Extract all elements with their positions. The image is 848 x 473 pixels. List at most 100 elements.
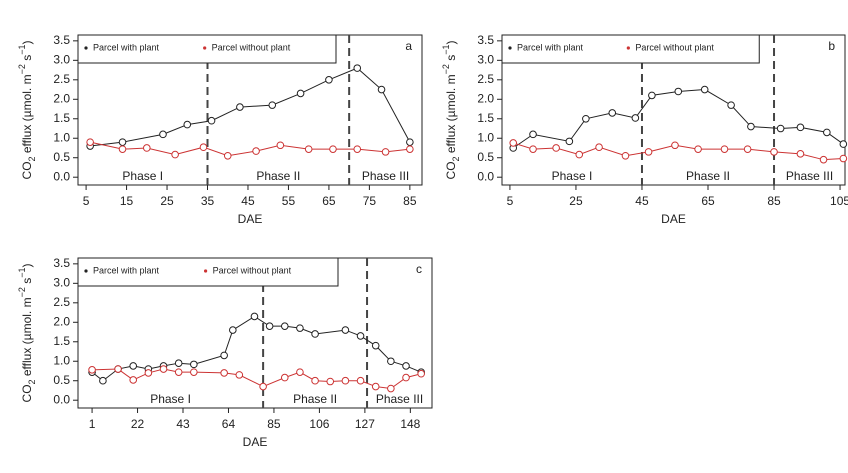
y-tick-label: 3.5 (53, 256, 70, 270)
x-axis-label: DAE (243, 435, 268, 449)
data-point (252, 147, 260, 155)
data-point (839, 154, 848, 163)
legend-label: Parcel with plant (93, 265, 160, 275)
x-tick-label: 35 (201, 194, 215, 208)
data-point (671, 141, 679, 150)
x-tick-label: 65 (701, 194, 715, 208)
legend-marker (508, 46, 512, 50)
y-tick-label: 1.5 (53, 111, 70, 125)
data-point (341, 326, 350, 334)
y-label-part: −2 (17, 287, 27, 297)
phase-label: Phase II (293, 392, 337, 406)
data-point (174, 359, 183, 367)
data-point (199, 143, 208, 152)
data-point (565, 137, 574, 146)
data-point (743, 145, 752, 153)
data-point (648, 91, 656, 100)
data-point (727, 101, 735, 109)
y-tick-label: 0.0 (477, 169, 494, 183)
y-tick-label: 3.0 (53, 52, 70, 66)
data-point (529, 130, 537, 139)
data-point (129, 362, 138, 370)
data-point (621, 151, 630, 160)
data-point (207, 116, 216, 125)
x-axis-label: DAE (661, 212, 686, 226)
legend-marker (203, 46, 207, 50)
data-point (353, 145, 362, 153)
data-point (280, 322, 289, 330)
series-line (512, 89, 844, 149)
phase-label: Phase I (552, 169, 593, 183)
x-tick-label: 105 (830, 194, 848, 208)
y-tick-label: 2.0 (53, 91, 70, 105)
data-point (114, 365, 122, 373)
x-tick-label: 5 (83, 194, 90, 208)
x-tick-label: 45 (635, 194, 649, 208)
data-point (171, 150, 179, 159)
y-label-part: −2 (17, 64, 27, 74)
data-point (823, 128, 831, 137)
data-point (644, 148, 653, 156)
phase-label: Phase I (150, 392, 191, 406)
data-point (839, 140, 848, 148)
data-point (406, 145, 414, 153)
y-label-part: efflux (µmol. m (444, 74, 458, 156)
y-label-part: CO (444, 161, 458, 179)
x-tick-label: 22 (131, 417, 145, 431)
y-tick-label: 2.0 (477, 91, 494, 105)
y-label-part: s (20, 55, 34, 64)
phase-label: Phase III (376, 392, 423, 406)
phase-label: Phase II (256, 169, 300, 183)
data-point (529, 145, 537, 153)
data-point (220, 369, 228, 377)
data-point (674, 87, 683, 96)
legend-label: Parcel without plant (635, 42, 714, 52)
data-point (356, 376, 365, 385)
data-point (796, 123, 805, 132)
y-tick-label: 2.0 (53, 314, 70, 328)
panel: 0.0 0.5 1.0 1.5 2.0 2.5 3.0 3.5 5 25 45 65 85 105 DAE C… (441, 33, 848, 226)
data-point (296, 368, 304, 376)
data-point (296, 324, 304, 332)
y-label-part: ) (444, 41, 458, 45)
x-tick-label: 85 (403, 194, 417, 208)
data-point (582, 114, 590, 123)
data-point (229, 326, 237, 334)
y-tick-label: 3.0 (53, 275, 70, 289)
panel-letter: b (828, 39, 835, 53)
y-label-part: −2 (441, 64, 451, 74)
data-point (326, 377, 335, 386)
data-point (770, 148, 778, 156)
x-tick-label: 75 (363, 194, 377, 208)
x-tick-label: 64 (222, 417, 236, 431)
y-tick-label: 2.5 (53, 295, 70, 309)
series-line (91, 315, 422, 382)
data-point (280, 373, 289, 382)
y-tick-label: 2.5 (53, 72, 70, 86)
series-line (92, 368, 422, 390)
data-point (356, 332, 365, 340)
data-point (694, 145, 702, 153)
y-label-part: s (20, 278, 34, 287)
y-tick-label: 1.0 (53, 353, 70, 367)
data-point (608, 109, 617, 117)
y-tick-label: 1.0 (477, 130, 494, 144)
y-label-part: ) (20, 41, 34, 45)
y-label-part: s (444, 55, 458, 64)
y-tick-label: 0.5 (53, 150, 70, 164)
data-point (144, 369, 153, 377)
y-label-part: 2 (27, 156, 37, 161)
data-point (796, 150, 805, 158)
y-tick-label: 0.0 (53, 169, 70, 183)
data-point (99, 376, 107, 385)
x-tick-label: 1 (89, 417, 96, 431)
data-point (265, 322, 274, 330)
data-point (268, 101, 277, 109)
y-tick-label: 0.5 (477, 150, 494, 164)
series-line (90, 141, 410, 157)
data-point (118, 145, 127, 153)
y-label-part: ) (20, 264, 34, 268)
x-tick-label: 65 (322, 194, 336, 208)
phase-label: Phase III (362, 169, 409, 183)
y-label-part: efflux (µmol. m (20, 74, 34, 156)
